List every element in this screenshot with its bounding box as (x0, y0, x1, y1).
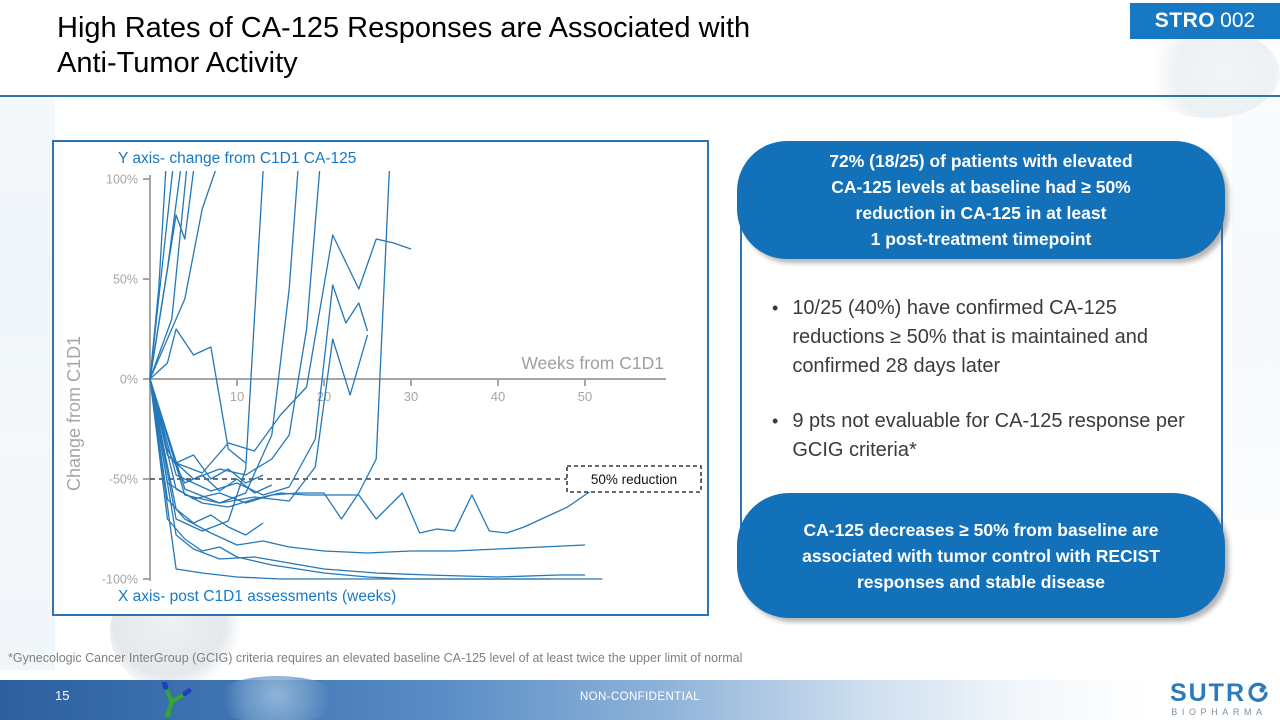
svg-text:100%: 100% (106, 173, 138, 187)
y-axis-annotation: Y axis- change from C1D1 CA-125 (118, 150, 357, 167)
svg-text:50% reduction: 50% reduction (591, 472, 677, 487)
svg-text:30: 30 (404, 389, 418, 404)
page-number: 15 (55, 688, 70, 703)
background-artwork-swirl (1140, 28, 1280, 118)
logo-subtitle: BIOPHARMA (1171, 707, 1267, 717)
title-divider (0, 95, 1280, 97)
highlight-callout-bottom: CA-125 decreases ≥ 50% from baseline are… (737, 493, 1225, 618)
company-logo: SUTR BIOPHARMA (1170, 681, 1268, 717)
page-title: High Rates of CA-125 Responses are Assoc… (57, 11, 750, 81)
bullet-item: • 10/25 (40%) have confirmed CA-125 redu… (772, 294, 1204, 381)
logo-o-icon (1248, 682, 1268, 702)
ca125-chart-panel: Y axis- change from C1D1 CA-125 100% 50% 0… (52, 140, 709, 616)
bullet-text: 10/25 (40%) have confirmed CA-125 reduct… (792, 297, 1148, 377)
antibody-icon (161, 682, 192, 718)
y-axis-title: Change from C1D1 (64, 335, 84, 491)
highlight-callout-top: 72% (18/25) of patients with elevated CA… (737, 141, 1225, 259)
page-title-line1: High Rates of CA-125 Responses are Assoc… (57, 12, 751, 44)
background-artwork-left (0, 100, 55, 670)
footer-cell-artwork (212, 676, 342, 720)
footnote: *Gynecologic Cancer InterGroup (GCIG) cr… (8, 651, 743, 665)
confidentiality-label: NON-CONFIDENTIAL (579, 691, 701, 703)
bullet-item: • 9 pts not evaluable for CA-125 respons… (772, 407, 1204, 465)
bullet-marker: • (772, 298, 779, 318)
svg-text:0%: 0% (120, 373, 138, 387)
svg-text:-50%: -50% (109, 473, 138, 487)
page-title-line2: Anti-Tumor Activity (57, 47, 298, 79)
svg-text:50%: 50% (113, 273, 138, 287)
bullet-list: • 10/25 (40%) have confirmed CA-125 redu… (772, 294, 1204, 491)
footer-bar: 15 NON-CONFIDENTIAL SUTR BIOPHARMA (0, 676, 1280, 720)
x-axis-annotation: X axis- post C1D1 assessments (weeks) (118, 588, 397, 605)
program-badge: STRO 002 (1130, 3, 1280, 39)
svg-text:50: 50 (578, 389, 592, 404)
program-badge-name: STRO (1154, 9, 1216, 32)
svg-text:10: 10 (230, 389, 244, 404)
program-badge-number: 002 (1220, 9, 1256, 32)
bullet-text: 9 pts not evaluable for CA-125 response … (792, 410, 1185, 461)
background-artwork-right (1232, 100, 1280, 520)
svg-text:Weeks from C1D1: Weeks from C1D1 (521, 353, 664, 373)
bullet-marker: • (772, 411, 779, 431)
svg-text:40: 40 (491, 389, 505, 404)
svg-text:-100%: -100% (102, 573, 138, 587)
logo-wordmark: SUTR (1169, 679, 1246, 707)
